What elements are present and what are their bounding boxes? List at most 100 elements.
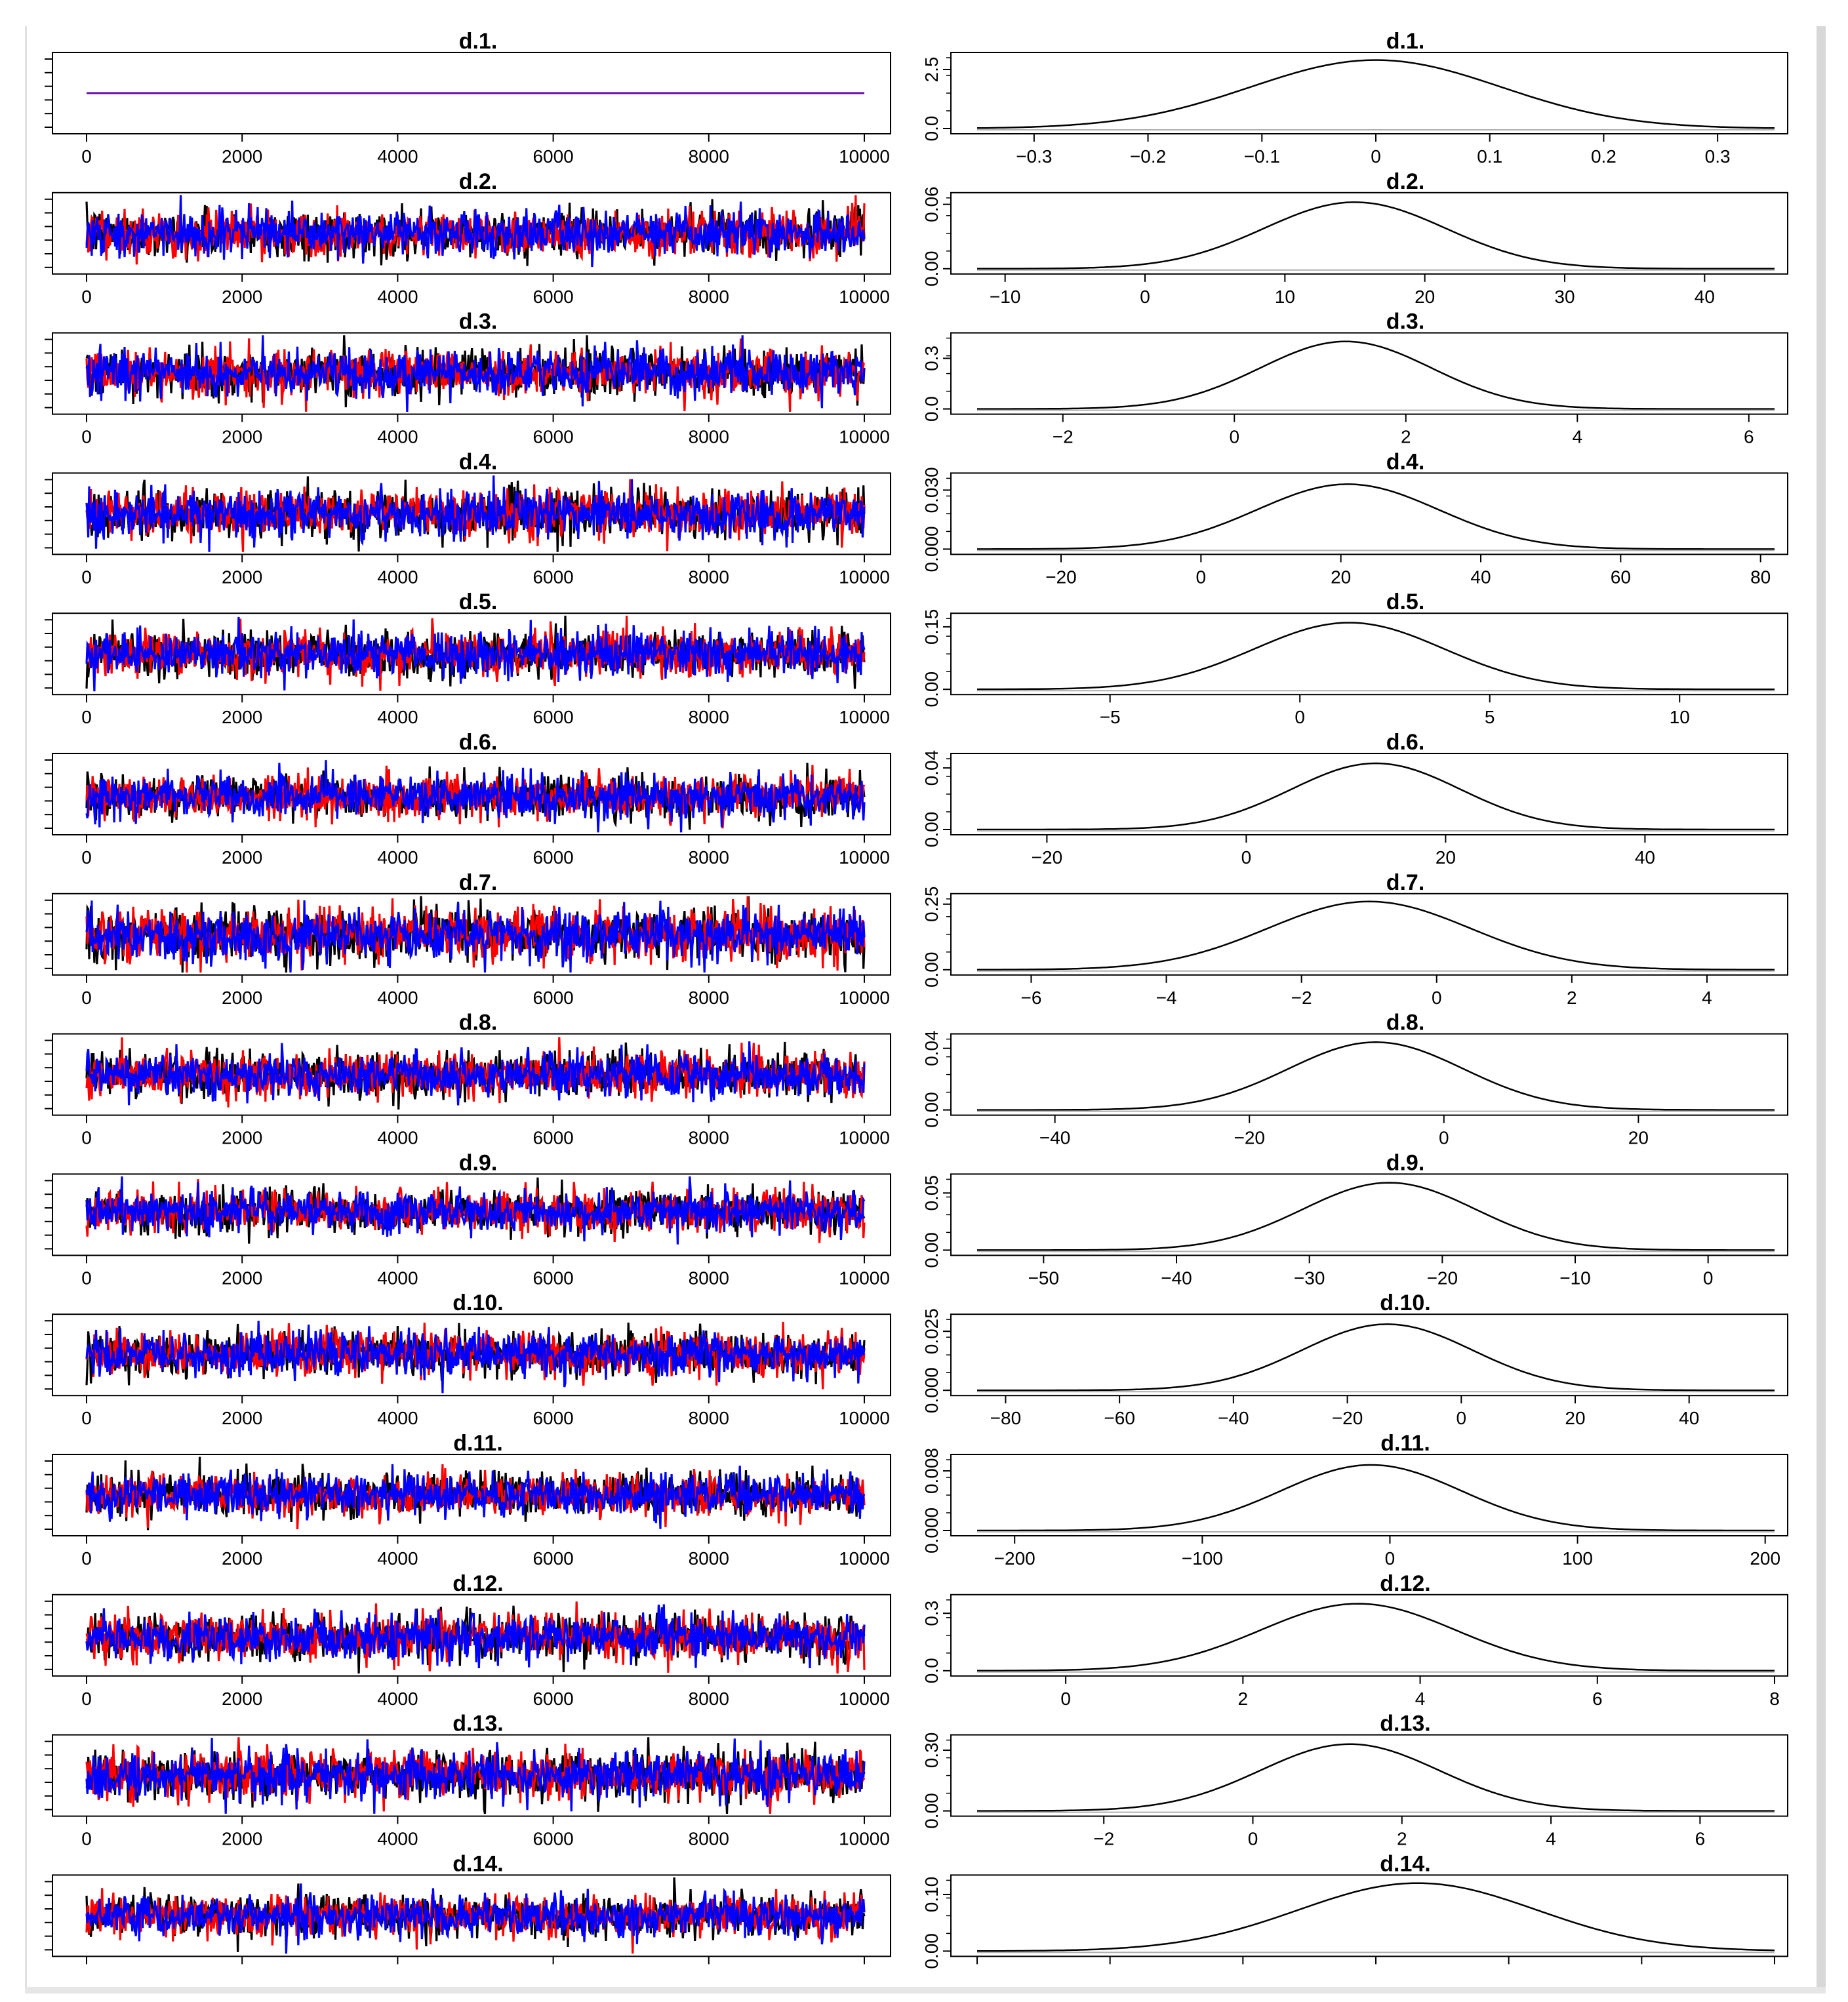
trace-plot-frame bbox=[52, 1874, 891, 1957]
parameter-row-7: d.7. 0 2000 4000 6000 8000 10000 d.7. 0.00 0.25 −6… bbox=[45, 870, 1788, 1008]
density-x-tick-label: 6 bbox=[1695, 1829, 1706, 1849]
parameter-row-3: d.3. 0 2000 4000 6000 8000 10000 d.3. 0.0 0.3 −2 0 2… bbox=[45, 310, 1788, 447]
density-curve bbox=[977, 1323, 1775, 1391]
density-plot-frame bbox=[950, 1734, 1788, 1817]
trace-x-tick-label: 6000 bbox=[532, 287, 573, 307]
figure-border-bottom bbox=[25, 1987, 1826, 1993]
trace-series-3 bbox=[85, 335, 866, 412]
density-panel: d.9. 0.00 0.05 −50 −40 −30 −20 −10 0 bbox=[921, 1150, 1788, 1288]
density-curve bbox=[977, 1464, 1775, 1532]
trace-x-tick-label: 4000 bbox=[377, 1408, 418, 1428]
density-panel: d.14. 0.00 0.10 bbox=[921, 1851, 1788, 1969]
density-x-tick-label: 2 bbox=[1397, 1829, 1407, 1849]
parameter-row-11: d.11.0 2000 4000 6000 8000 10000d.11.0.0000.0… bbox=[45, 1431, 1788, 1569]
density-plot-frame bbox=[950, 612, 1788, 696]
density-plot-frame bbox=[950, 892, 1788, 976]
trace-title: d.5. bbox=[459, 590, 498, 614]
trace-x-tick-label: 10000 bbox=[839, 707, 890, 727]
density-title: d.9. bbox=[1386, 1150, 1425, 1175]
trace-series-3 bbox=[85, 760, 866, 833]
trace-panel: d.1. 0 2000 4000 6000 8000 10000 bbox=[45, 29, 891, 167]
density-y-tick-label: 0.025 bbox=[921, 1308, 942, 1354]
density-y-tick-label: 0.15 bbox=[921, 609, 942, 645]
density-x-tick-label: −0.1 bbox=[1244, 146, 1280, 167]
density-y-tick-label: 0.3 bbox=[921, 1601, 942, 1626]
trace-x-tick-label: 2000 bbox=[222, 1548, 262, 1569]
trace-x-tick-label: 0 bbox=[81, 1268, 92, 1288]
density-x-tick-label: 20 bbox=[1415, 287, 1435, 307]
density-curve bbox=[977, 900, 1775, 971]
trace-x-tick-label: 8000 bbox=[689, 1128, 729, 1148]
density-y-tick-label: 0.04 bbox=[921, 1030, 942, 1066]
trace-title: d.12. bbox=[452, 1571, 503, 1596]
trace-series-3 bbox=[85, 1464, 866, 1529]
density-y-tick-label: 0.00 bbox=[921, 1933, 942, 1969]
density-title: d.4. bbox=[1386, 449, 1425, 474]
density-plot-frame bbox=[950, 1173, 1788, 1256]
trace-x-tick-label: 6000 bbox=[532, 707, 573, 727]
density-title: d.2. bbox=[1386, 169, 1425, 194]
trace-x-tick-label: 4000 bbox=[377, 427, 418, 447]
trace-x-tick-label: 0 bbox=[81, 1548, 92, 1569]
density-y-tick-label: 0.00 bbox=[921, 251, 942, 287]
density-y-tick-label: 0.00 bbox=[921, 1092, 942, 1128]
density-x-tick-label: −4 bbox=[1156, 988, 1177, 1008]
trace-title: d.9. bbox=[459, 1150, 498, 1175]
density-x-tick-label: 6 bbox=[1592, 1689, 1603, 1709]
density-x-tick-label: 20 bbox=[1331, 567, 1351, 587]
density-title: d.7. bbox=[1386, 870, 1425, 895]
trace-x-tick-label: 10000 bbox=[839, 1128, 890, 1148]
trace-x-tick-label: 6000 bbox=[532, 1128, 573, 1148]
trace-x-tick-label: 6000 bbox=[532, 1268, 573, 1288]
trace-x-tick-label: 0 bbox=[81, 1689, 92, 1709]
density-x-tick-label: −40 bbox=[1039, 1128, 1071, 1148]
density-x-tick-label: −2 bbox=[1291, 988, 1312, 1008]
density-plot-frame bbox=[950, 332, 1788, 415]
density-title: d.1. bbox=[1386, 29, 1425, 54]
density-y-tick-label: 0.30 bbox=[921, 1732, 942, 1769]
trace-x-tick-label: 0 bbox=[81, 1829, 92, 1849]
density-panel: d.5. 0.00 0.15 −5 0 5 10 bbox=[921, 590, 1788, 727]
trace-panel: d.3. 0 2000 4000 6000 8000 10000 bbox=[45, 310, 891, 447]
density-panel: d.6. 0.00 0.04 −20 0 20 40 bbox=[921, 730, 1788, 868]
trace-x-tick-label: 0 bbox=[81, 1128, 92, 1148]
density-x-tick-label: 30 bbox=[1554, 287, 1575, 307]
density-title: d.3. bbox=[1386, 310, 1425, 334]
trace-plot-frame bbox=[52, 1173, 891, 1256]
density-x-tick-label: 0 bbox=[1229, 427, 1239, 447]
density-title: d.8. bbox=[1386, 1011, 1425, 1035]
density-panel: d.10. 0.000 0.025 −80 −60 −40 −20 0 20 40 bbox=[921, 1291, 1788, 1428]
density-x-tick-label: 0 bbox=[1385, 1548, 1396, 1569]
density-panel: d.13. 0.00 0.30 −2 0 2 4 6 bbox=[921, 1712, 1788, 1849]
trace-x-tick-label: 6000 bbox=[532, 847, 573, 868]
density-x-tick-label: 0 bbox=[1241, 847, 1252, 868]
density-curve bbox=[977, 762, 1775, 831]
trace-title: d.14. bbox=[452, 1851, 503, 1876]
trace-series-3 bbox=[85, 616, 866, 692]
trace-plot-frame bbox=[52, 52, 891, 134]
parameter-row-12: d.12. 0 2000 4000 6000 8000 10000 d.12. 0.0 0.3 0 2… bbox=[45, 1571, 1788, 1709]
density-y-tick-label: 0.008 bbox=[921, 1448, 942, 1494]
trace-x-tick-label: 0 bbox=[81, 1408, 92, 1428]
density-x-tick-label: 5 bbox=[1485, 707, 1495, 727]
density-x-tick-label: 200 bbox=[1750, 1548, 1780, 1569]
trace-x-tick-label: 0 bbox=[81, 567, 92, 587]
trace-title: d.1. bbox=[459, 29, 498, 54]
trace-x-tick-label: 8000 bbox=[689, 146, 729, 167]
density-y-tick-label: 0.000 bbox=[921, 1508, 942, 1553]
trace-panel: d.4. 0 2000 4000 6000 8000 10000 bbox=[45, 449, 891, 587]
density-y-tick-label: 0.3 bbox=[921, 346, 942, 371]
trace-x-tick-label: 8000 bbox=[689, 567, 729, 587]
trace-plot-frame bbox=[52, 1734, 891, 1817]
trace-title: d.6. bbox=[459, 730, 498, 755]
trace-x-tick-label: 2000 bbox=[222, 567, 262, 587]
trace-series-2 bbox=[85, 896, 866, 973]
density-x-tick-label: −2 bbox=[1053, 427, 1074, 447]
density-panel: d.4. 0.000 0.030 −20 0 20 40 60 80 bbox=[921, 449, 1788, 587]
trace-x-tick-label: 2000 bbox=[222, 988, 262, 1008]
density-x-tick-label: 20 bbox=[1628, 1128, 1649, 1148]
trace-x-tick-label: 8000 bbox=[689, 1268, 729, 1288]
trace-x-tick-label: 6000 bbox=[532, 1408, 573, 1428]
trace-x-tick-label: 10000 bbox=[839, 146, 890, 167]
